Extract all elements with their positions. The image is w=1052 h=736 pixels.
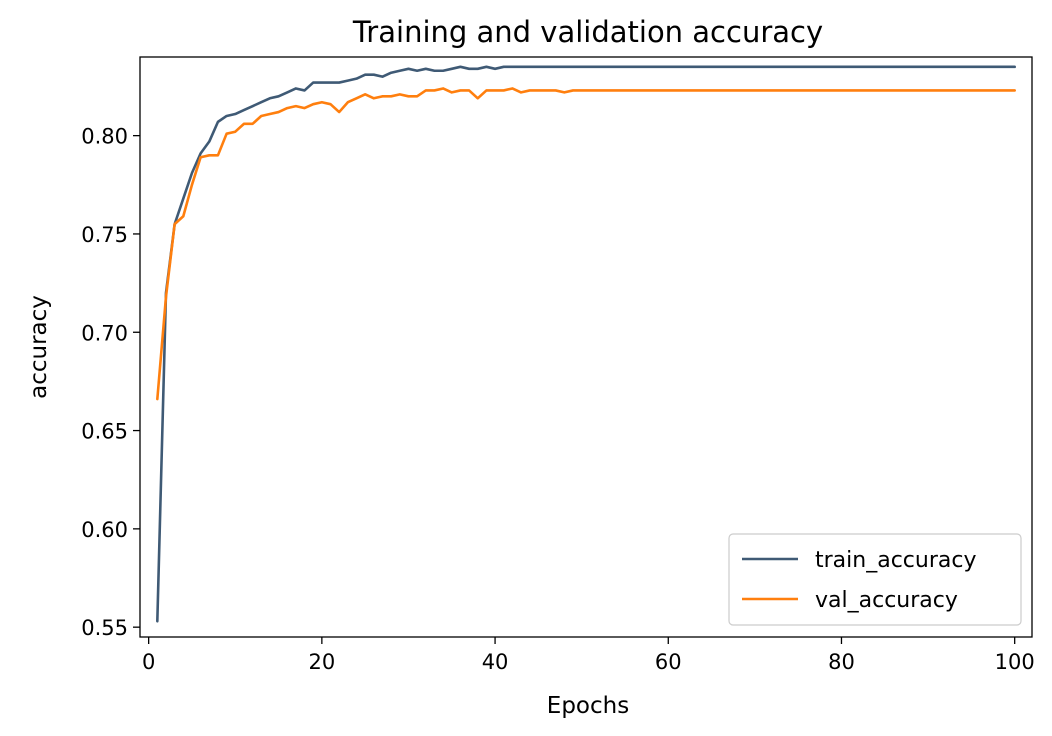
x-tick-label: 60: [655, 650, 682, 674]
plot-frame: [139, 56, 1033, 638]
series-line-val-accuracy: [156, 87, 1016, 401]
y-axis: 0.55 0.60 0.65 0.70 0.75 0.80: [81, 125, 140, 640]
x-tick-label: 0: [142, 650, 155, 674]
y-tick-label: 0.55: [81, 616, 128, 640]
y-tick-label: 0.65: [81, 420, 128, 444]
legend: train_accuracy val_accuracy: [728, 533, 1022, 626]
x-axis: 0 20 40 60 80 100: [142, 637, 1035, 674]
y-tick-label: 0.70: [81, 321, 128, 345]
x-tick-label: 40: [482, 650, 509, 674]
legend-label-val-accuracy: val_accuracy: [815, 588, 958, 613]
x-tick-label: 80: [828, 650, 855, 674]
y-tick-label: 0.75: [81, 223, 128, 247]
x-tick-label: 100: [995, 650, 1035, 674]
x-tick-label: 20: [308, 650, 335, 674]
y-axis-label: accuracy: [26, 295, 52, 399]
x-axis-label: Epochs: [547, 693, 629, 719]
y-tick-label: 0.60: [81, 518, 128, 542]
legend-label-train-accuracy: train_accuracy: [815, 548, 976, 573]
y-tick-label: 0.80: [81, 125, 128, 149]
series-line-train-accuracy: [156, 65, 1016, 623]
chart-title: Training and validation accuracy: [352, 15, 823, 49]
plot-area: [156, 65, 1016, 623]
legend-box: [728, 533, 1022, 626]
